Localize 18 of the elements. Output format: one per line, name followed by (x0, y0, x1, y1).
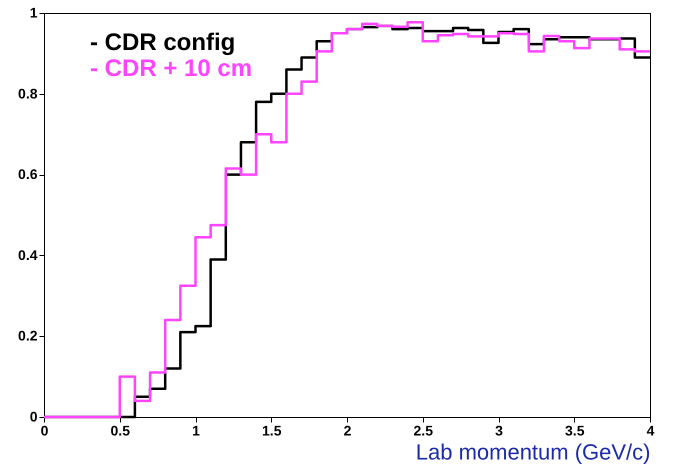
y-tick-label: 0 (30, 408, 38, 424)
y-tick-label: 1 (30, 4, 38, 20)
x-tick-label: 4 (646, 422, 655, 438)
x-tick-label: 3.5 (565, 422, 585, 438)
y-tick-label: 0.2 (18, 328, 38, 344)
x-tick-label: 3 (495, 422, 504, 438)
y-tick-label: 0.4 (18, 246, 38, 263)
x-tick-label: 0 (40, 422, 49, 438)
x-tick-label: 0.5 (110, 422, 130, 438)
series-label: - CDR + 10 cm (90, 55, 252, 82)
x-tick-label: 2 (344, 422, 352, 438)
x-axis-title: Lab momentum (GeV/c) (416, 440, 650, 464)
y-tick-label: 0.8 (18, 85, 38, 102)
x-tick-label: 1.5 (262, 422, 282, 438)
text: - CDR config (90, 29, 236, 56)
y-tick-label: 0.6 (18, 166, 38, 182)
x-tick-label: 2.5 (414, 422, 434, 438)
x-tick-label: 1 (192, 422, 200, 438)
